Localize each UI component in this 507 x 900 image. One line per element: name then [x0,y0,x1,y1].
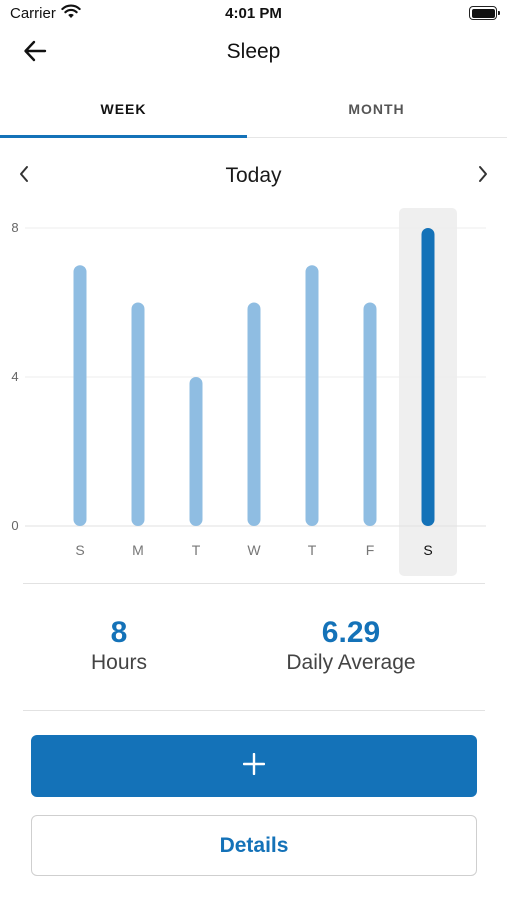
period-navigator: Today [0,155,507,197]
bar-1 [131,302,145,526]
bar-5 [363,302,377,526]
carrier-label: Carrier [10,5,56,22]
chevron-left-icon [18,165,30,188]
daily-average-stat: 6.29 Daily Average [236,600,466,675]
arrow-left-icon [23,40,47,67]
tab-indicator [0,135,247,138]
previous-period-button[interactable] [12,163,36,189]
back-button[interactable] [20,38,50,68]
divider [23,583,485,584]
bar-0 [73,265,87,526]
x-tick-label: M [132,542,144,558]
sleep-bar-chart: 0 4 8 S M T W T F S [0,200,507,582]
chart-canvas: 0 4 8 S M T W T F S [11,208,486,576]
x-tick-label: S [423,542,432,558]
x-tick-label: W [247,542,261,558]
daily-average-value: 6.29 [321,616,381,649]
bar-6 [421,228,435,526]
hours-value: 8 [110,616,128,649]
y-tick-label: 4 [11,369,18,384]
bar-4 [305,265,319,526]
details-button[interactable]: Details [31,815,477,876]
tab-week[interactable]: WEEK [100,100,147,117]
x-tick-label: S [75,542,84,558]
tab-bar: WEEK MONTH [0,80,507,138]
daily-average-label: Daily Average [286,651,416,674]
add-sleep-button[interactable] [31,735,477,797]
hours-label: Hours [90,651,148,674]
tab-month[interactable]: MONTH [348,100,405,117]
y-tick-label: 0 [11,518,18,533]
bar-3 [247,302,261,526]
navigation-header: Sleep [0,28,507,80]
battery-icon [469,6,500,20]
x-tick-label: T [192,542,201,558]
wifi-icon [61,4,81,24]
hours-stat: 8 Hours [4,600,234,675]
chevron-right-icon [477,165,489,188]
page-title: Sleep [226,40,281,63]
x-tick-label: F [366,542,375,558]
plus-icon [242,752,266,780]
y-tick-label: 8 [11,220,18,235]
divider [23,710,485,711]
next-period-button[interactable] [471,163,495,189]
x-tick-label: T [308,542,317,558]
period-label: Today [225,164,282,187]
status-time: 4:01 PM [225,5,282,22]
status-bar: Carrier 4:01 PM [0,0,507,28]
stats-summary: 8 Hours 6.29 Daily Average [0,600,507,700]
bar-2 [189,377,203,526]
